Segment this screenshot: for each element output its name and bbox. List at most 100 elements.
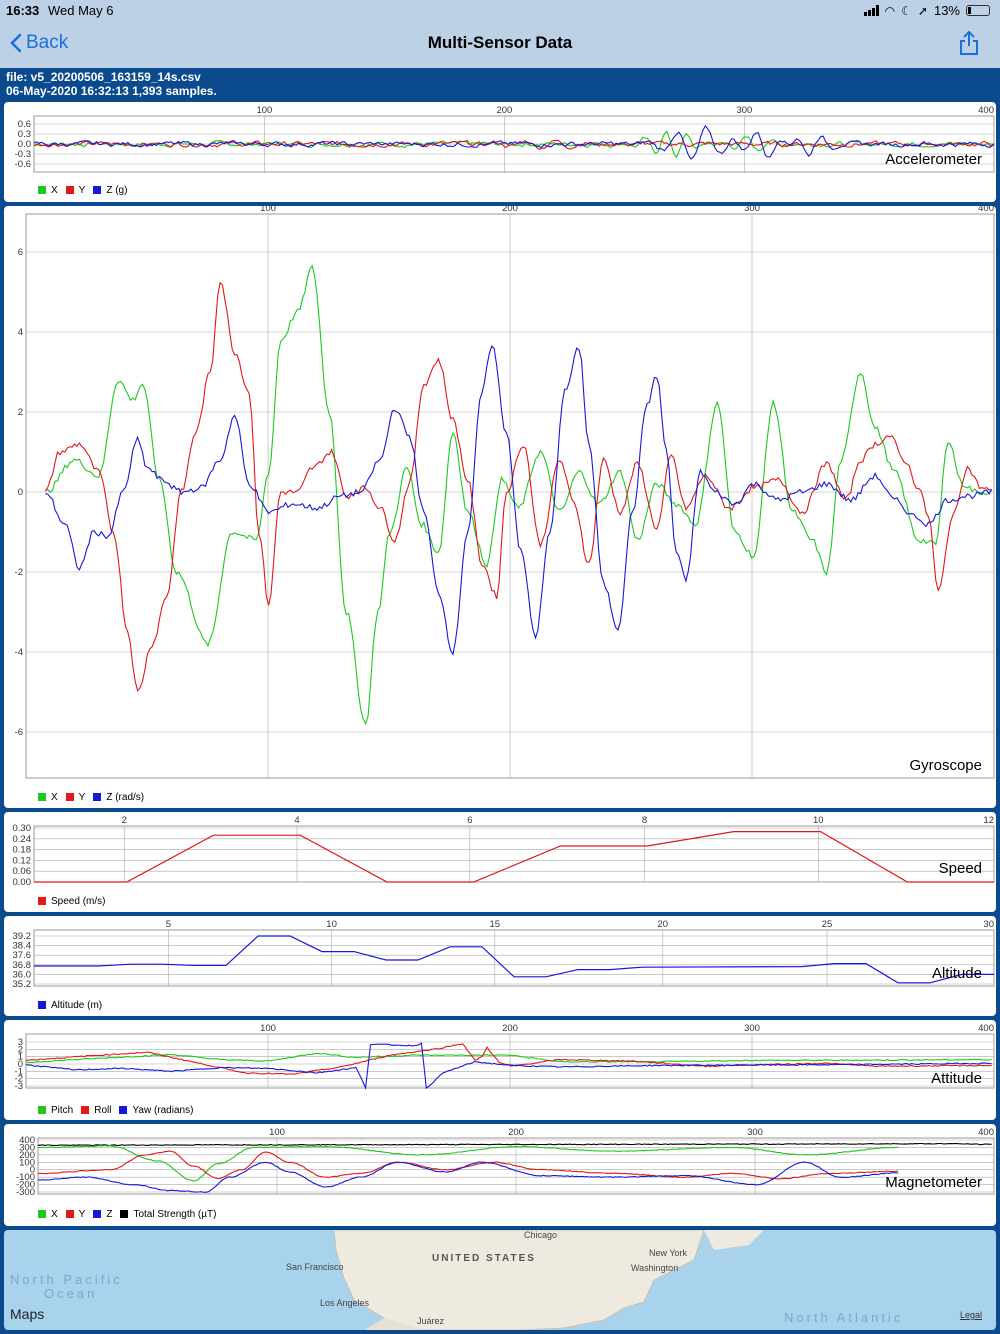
y-tick-label: 2 bbox=[18, 407, 23, 418]
x-tick-label: 400 bbox=[978, 105, 994, 116]
page-title: Multi-Sensor Data bbox=[427, 33, 573, 52]
magnetometer-series-line bbox=[37, 1150, 899, 1180]
legend-swatch bbox=[93, 1210, 102, 1219]
accelerometer-series-line bbox=[33, 139, 995, 151]
attitude-panel: 100 200 300 400 3 2 1 0 -1 -2 -3 Attitude Pitch Rol… bbox=[4, 1020, 996, 1120]
legend-swatch bbox=[38, 897, 46, 906]
y-tick-label: 0.12 bbox=[13, 855, 32, 866]
file-info: file: v5_20200506_163159_14s.csv 06-May-… bbox=[6, 70, 217, 98]
altitude-title: Altitude bbox=[931, 965, 982, 982]
attitude-series-line bbox=[25, 1042, 992, 1090]
gyroscope-legend: X Y Z (rad/s) bbox=[38, 792, 144, 803]
y-tick-label: -0.3 bbox=[15, 149, 31, 160]
y-tick-label: 0 bbox=[18, 1059, 23, 1070]
accelerometer-legend: X Y Z (g) bbox=[38, 185, 127, 196]
cellular-signal-icon bbox=[863, 5, 879, 16]
back-label: Back bbox=[26, 32, 69, 53]
y-tick-label: 35.2 bbox=[13, 979, 32, 990]
speed-chart: 2 4 6 8 10 12 0.300.240.180.120.060.00 bbox=[13, 815, 995, 888]
altitude-series-line bbox=[34, 935, 994, 984]
magnetometer-series-line bbox=[37, 1161, 899, 1193]
maps-brand: Maps bbox=[10, 1306, 45, 1322]
map-view[interactable]: North Pacific Ocean UNITED STATES Chicag… bbox=[4, 1230, 996, 1330]
accelerometer-chart: 100 200 300 400 0.60.30.0-0.3-0.6 bbox=[15, 105, 995, 173]
x-tick-label: 20 bbox=[658, 919, 669, 930]
legend-label: Total Strength (µT) bbox=[133, 1209, 217, 1220]
legend-swatch bbox=[81, 1106, 90, 1115]
location-icon: ➚ bbox=[917, 3, 928, 18]
x-tick-label: 400 bbox=[978, 206, 994, 214]
legend-item: Speed (m/s) bbox=[38, 896, 105, 907]
legend-label: X bbox=[51, 1209, 58, 1220]
y-tick-label: 4 bbox=[18, 327, 23, 338]
battery-icon bbox=[966, 5, 990, 16]
x-tick-label: 2 bbox=[122, 815, 127, 826]
x-tick-label: 400 bbox=[978, 1127, 994, 1138]
speed-legend: Speed (m/s) bbox=[38, 896, 105, 907]
legend-item: X bbox=[38, 1209, 58, 1220]
y-tick-label: 100 bbox=[19, 1157, 35, 1168]
x-tick-label: 300 bbox=[744, 1023, 760, 1034]
accelerometer-title: Accelerometer bbox=[885, 151, 982, 168]
attitude-title: Attitude bbox=[931, 1070, 982, 1087]
legend-item: Pitch bbox=[38, 1105, 73, 1116]
y-tick-label: -3 bbox=[15, 1081, 23, 1092]
x-tick-label: 100 bbox=[260, 206, 276, 214]
map-label: North Pacific bbox=[10, 1272, 123, 1287]
magnetometer-series-line bbox=[37, 1142, 992, 1147]
gyroscope-series-line bbox=[45, 345, 993, 656]
x-tick-label: 5 bbox=[166, 919, 171, 930]
status-date: Wed May 6 bbox=[48, 3, 114, 18]
x-tick-label: 200 bbox=[502, 1023, 518, 1034]
y-tick-label: 0.24 bbox=[13, 834, 32, 845]
legend-swatch bbox=[38, 186, 46, 195]
legend-label: Speed (m/s) bbox=[51, 896, 106, 907]
magnetometer-series-line bbox=[37, 1145, 899, 1182]
map-label: UNITED STATES bbox=[432, 1253, 536, 1264]
legal-link[interactable]: Legal bbox=[959, 1310, 982, 1320]
legend-swatch bbox=[38, 1106, 46, 1115]
legend-item: Z (rad/s) bbox=[93, 792, 144, 803]
y-tick-label: 0.0 bbox=[18, 139, 31, 150]
legend-label: Altitude (m) bbox=[51, 1000, 103, 1011]
y-tick-label: 0.00 bbox=[13, 877, 32, 888]
y-tick-label: -300 bbox=[16, 1187, 35, 1198]
map-label: Los Angeles bbox=[320, 1298, 370, 1308]
map-label: Washington bbox=[631, 1263, 679, 1273]
legend-swatch bbox=[120, 1210, 129, 1219]
back-button[interactable]: Back bbox=[10, 32, 68, 54]
x-tick-label: 10 bbox=[326, 919, 337, 930]
legend-item: Yaw (radians) bbox=[119, 1105, 193, 1116]
x-tick-label: 300 bbox=[744, 206, 760, 214]
attitude-series-line bbox=[25, 1052, 992, 1064]
y-tick-label: -2 bbox=[15, 567, 23, 578]
share-icon[interactable] bbox=[958, 30, 980, 56]
x-tick-label: 400 bbox=[978, 1023, 994, 1034]
altitude-chart: 5 10 15 20 25 30 39.238.437.636.836.035.2 bbox=[13, 919, 995, 990]
map-label: Ocean bbox=[44, 1286, 98, 1301]
y-tick-label: -200 bbox=[16, 1180, 35, 1191]
legend-swatch bbox=[65, 793, 74, 802]
y-tick-label: 6 bbox=[18, 247, 23, 258]
altitude-legend: Altitude (m) bbox=[38, 1000, 102, 1011]
gyroscope-chart: 100 200 300 400 6 4 2 0 -2 -4 -6 bbox=[15, 206, 995, 779]
legend-item: Total Strength (µT) bbox=[120, 1209, 216, 1220]
accelerometer-panel: 100 200 300 400 0.6 0.3 0.0 -0.3 -0.6 Accelerome… bbox=[4, 102, 996, 202]
y-tick-label: 38.4 bbox=[13, 941, 32, 952]
y-tick-label: -2 bbox=[15, 1074, 23, 1085]
map-label: San Francisco bbox=[286, 1262, 344, 1272]
plot-frame bbox=[33, 929, 995, 987]
map-label: Juárez bbox=[417, 1316, 445, 1326]
magnetometer-title: Magnetometer bbox=[885, 1174, 982, 1191]
legend-label: Z (rad/s) bbox=[106, 792, 145, 803]
moon-icon: ☾ bbox=[901, 3, 912, 18]
x-tick-label: 100 bbox=[260, 1023, 276, 1034]
map-label: North Atlantic bbox=[784, 1310, 904, 1325]
y-tick-label: 0.3 bbox=[18, 129, 31, 140]
y-tick-label: -1 bbox=[15, 1066, 23, 1077]
legend-item: Y bbox=[65, 1209, 85, 1220]
map-label: Chicago bbox=[524, 1230, 558, 1240]
y-tick-label: 3 bbox=[18, 1037, 23, 1048]
